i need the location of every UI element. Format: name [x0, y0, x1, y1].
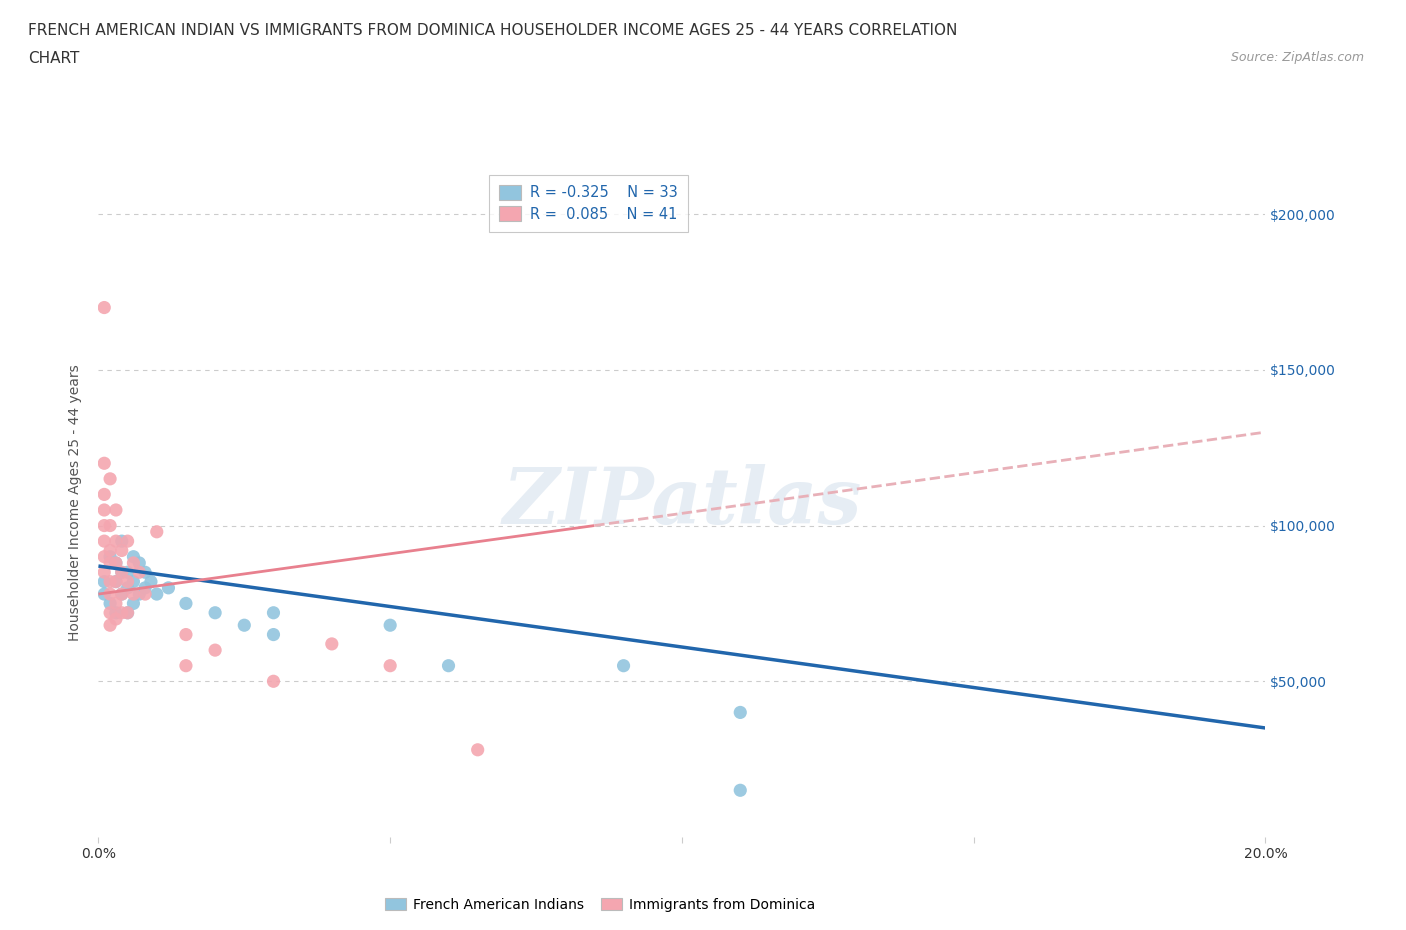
Point [98, 472, 121, 486]
Point [104, 555, 127, 570]
Point [146, 587, 169, 602]
Point [93, 518, 115, 533]
Point [122, 596, 145, 611]
Point [174, 596, 197, 611]
Point [262, 674, 284, 689]
Point [98, 574, 121, 589]
Point [93, 456, 115, 471]
Point [104, 534, 127, 549]
Point [146, 525, 169, 539]
Point [262, 605, 284, 620]
Point [98, 596, 121, 611]
Point [233, 618, 256, 632]
Point [111, 565, 134, 579]
Point [174, 627, 197, 642]
Point [117, 534, 139, 549]
Point [98, 555, 121, 570]
Point [139, 574, 162, 589]
Point [728, 705, 751, 720]
Point [104, 605, 127, 620]
Text: FRENCH AMERICAN INDIAN VS IMMIGRANTS FROM DOMINICA HOUSEHOLDER INCOME AGES 25 - : FRENCH AMERICAN INDIAN VS IMMIGRANTS FRO… [28, 23, 957, 38]
Point [98, 587, 121, 602]
Point [728, 783, 751, 798]
Point [93, 587, 115, 602]
Point [98, 550, 121, 565]
Point [93, 487, 115, 502]
Point [93, 300, 115, 315]
Point [134, 565, 156, 579]
Point [98, 618, 121, 632]
Point [204, 605, 226, 620]
Text: Source: ZipAtlas.com: Source: ZipAtlas.com [1230, 51, 1364, 64]
Point [612, 658, 634, 673]
Point [262, 627, 284, 642]
Point [104, 574, 127, 589]
Point [117, 565, 139, 579]
Point [204, 643, 226, 658]
Point [104, 596, 127, 611]
Point [111, 534, 134, 549]
Text: CHART: CHART [28, 51, 80, 66]
Point [117, 605, 139, 620]
Point [104, 574, 127, 589]
Point [128, 555, 150, 570]
Y-axis label: Householder Income Ages 25 - 44 years: Householder Income Ages 25 - 44 years [69, 364, 83, 641]
Point [104, 502, 127, 517]
Point [378, 658, 402, 673]
Point [111, 587, 134, 602]
Legend: French American Indians, Immigrants from Dominica: French American Indians, Immigrants from… [380, 892, 821, 917]
Point [122, 555, 145, 570]
Point [122, 574, 145, 589]
Point [111, 565, 134, 579]
Point [93, 565, 115, 579]
Point [117, 605, 139, 620]
Point [467, 742, 489, 757]
Point [117, 580, 139, 595]
Point [93, 550, 115, 565]
Point [104, 612, 127, 627]
Point [104, 555, 127, 570]
Point [128, 587, 150, 602]
Point [378, 618, 402, 632]
Point [174, 658, 197, 673]
Point [122, 550, 145, 565]
Point [117, 574, 139, 589]
Point [437, 658, 460, 673]
Point [111, 605, 134, 620]
Point [134, 587, 156, 602]
Point [98, 543, 121, 558]
Point [128, 565, 150, 579]
Point [98, 605, 121, 620]
Point [111, 587, 134, 602]
Point [93, 534, 115, 549]
Point [93, 502, 115, 517]
Point [111, 543, 134, 558]
Point [122, 587, 145, 602]
Point [157, 580, 180, 595]
Text: ZIPatlas: ZIPatlas [502, 464, 862, 540]
Point [321, 636, 343, 651]
Point [93, 574, 115, 589]
Point [134, 580, 156, 595]
Point [98, 518, 121, 533]
